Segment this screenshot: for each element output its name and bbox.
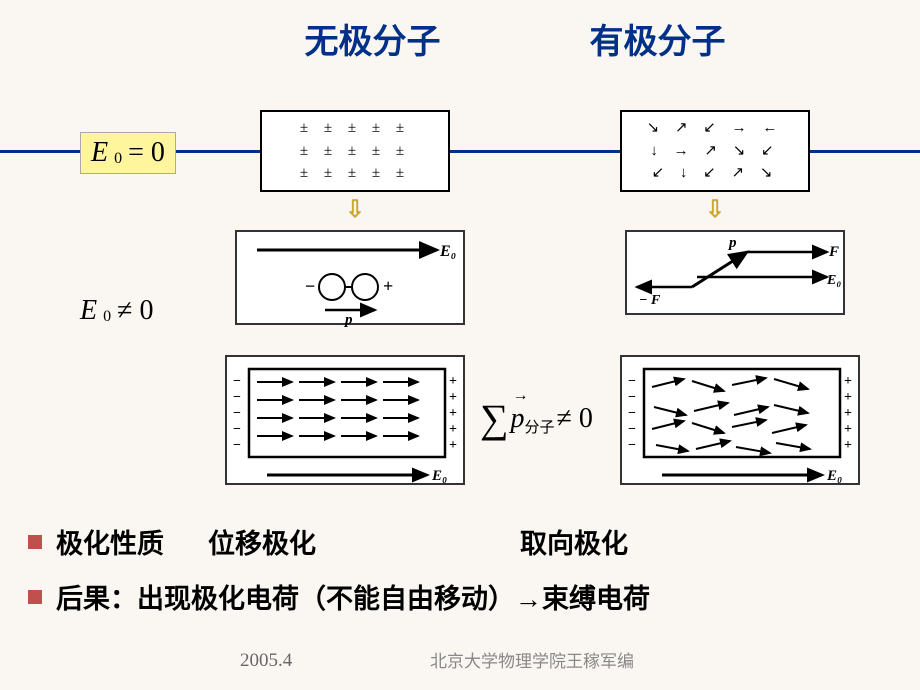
svg-text:−: − [628,438,636,453]
svg-text:E₀: E₀ [431,468,447,484]
svg-text:F: F [828,244,839,260]
sigma-symbol: ∑ [480,395,509,442]
prow1: ↘ ↗ ↙ → ← [647,117,784,140]
var-E: E [91,137,108,169]
title-row: 无极分子 有极分子 [0,0,920,63]
arrow-down-icon: ⇩ [345,195,365,224]
bullet-icon [28,535,42,549]
row2: ± ± ± ± ± [300,140,410,163]
sub-0: 0 [114,150,122,168]
svg-text:−: − [233,390,241,405]
svg-text:−: − [233,438,241,453]
nonpolar-zero-field-block: ± ± ± ± ± ± ± ± ± ± ± ± ± ± ± [260,110,450,192]
b1a: 极化性质 [56,522,164,561]
bullet-row-2: 后果：出现极化电荷（不能自由移动）→束缚电荷 [28,577,650,616]
svg-text:−: − [628,422,636,437]
title-polar: 有极分子 [590,14,726,63]
eq-nonzero: ≠ 0 [117,295,153,327]
svg-text:+: + [449,406,457,421]
svg-text:+: + [449,438,457,453]
sub-02: 0 [103,308,111,326]
svg-text:−: − [305,276,315,296]
svg-text:−: − [233,422,241,437]
svg-text:−: − [628,390,636,405]
svg-text:p: p [727,235,737,251]
prow2: ↓ → ↗ ↘ ↙ [650,140,779,163]
svg-text:+: + [383,276,393,296]
sum-rhs: ≠ 0 [557,403,593,435]
row1: ± ± ± ± ± [300,117,410,140]
svg-text:−: − [628,406,636,421]
eq-zero: = 0 [128,137,165,169]
footer-date: 2005.4 [240,650,292,672]
p-subscript: 分子 [525,416,555,437]
field-nonzero-label: E0 ≠ 0 [80,295,153,327]
b1c: 取向极化 [520,522,628,561]
bullet-row-1: 极化性质 位移极化 取向极化 [28,522,650,561]
title-nonpolar: 无极分子 [305,14,441,63]
svg-text:−: − [233,406,241,421]
field-zero-label: E0 = 0 [80,132,176,174]
fig-polar-partial-align: − − − − − + + + + + E₀ [620,355,860,485]
svg-text:−: − [628,374,636,389]
svg-text:E₀: E₀ [826,273,841,288]
footer-credit: 北京大学物理学院王稼军编 [430,647,634,672]
svg-text:+: + [844,406,852,421]
polar-zero-field-block: ↘ ↗ ↙ → ← ↓ → ↗ ↘ ↙ ↙ ↓ ↙ ↗ ↘ [620,110,810,192]
svg-text:+: + [844,374,852,389]
svg-text:−: − [233,374,241,389]
svg-text:E₀: E₀ [826,468,842,484]
svg-text:+: + [449,390,457,405]
svg-text:+: + [449,374,457,389]
arrow-down-icon: ⇩ [705,195,725,224]
row3: ± ± ± ± ± [300,162,410,185]
svg-text:+: + [844,390,852,405]
svg-text:+: + [844,422,852,437]
fig-polar-torque: p F − F E₀ [625,230,845,315]
svg-text:+: + [844,438,852,453]
var-E2: E [80,295,97,327]
b2: 后果：出现极化电荷（不能自由移动）→束缚电荷 [56,577,650,616]
prow3: ↙ ↓ ↙ ↗ ↘ [652,162,779,185]
bullet-list: 极化性质 位移极化 取向极化 后果：出现极化电荷（不能自由移动）→束缚电荷 [28,522,650,632]
vec-p: p [511,403,525,435]
svg-text:+: + [449,422,457,437]
fig-nonpolar-dipole: E₀ − + p [235,230,465,325]
svg-text:− F: − F [639,293,661,308]
bullet-icon [28,590,42,604]
fig-nonpolar-aligned: − − − − − + + + + + E₀ [225,355,465,485]
svg-text:E₀: E₀ [439,243,456,260]
sum-equation: ∑ p 分子 ≠ 0 [480,395,593,442]
svg-text:p: p [343,312,353,327]
b1b: 位移极化 [208,522,316,561]
